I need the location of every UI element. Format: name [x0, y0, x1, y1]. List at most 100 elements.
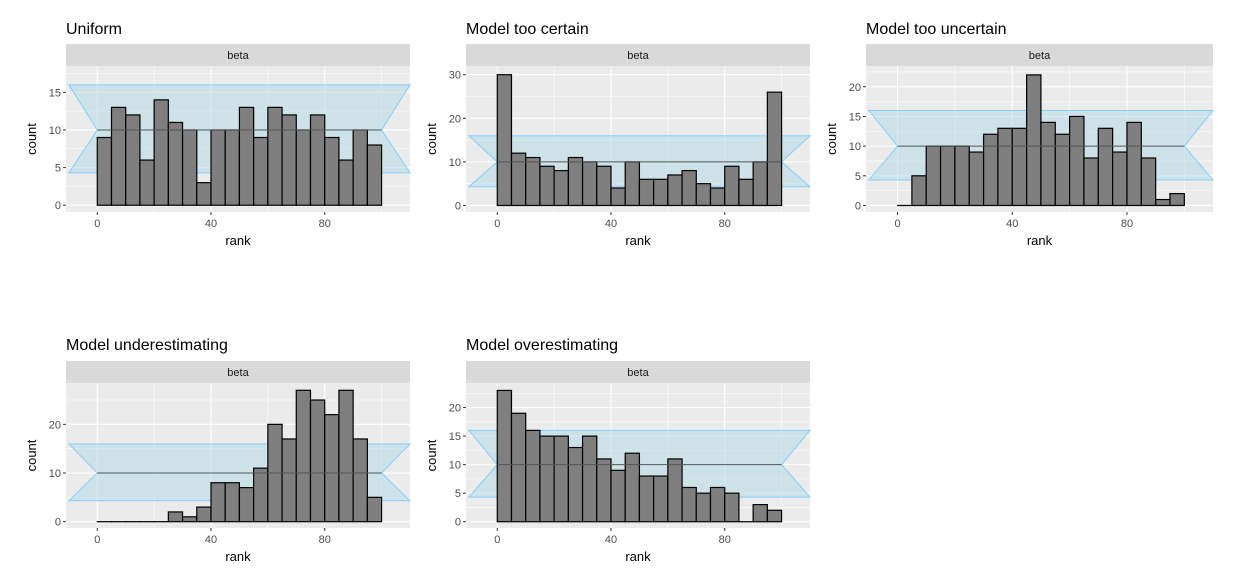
histogram-bar — [196, 506, 212, 523]
x-tick-label: 80 — [319, 218, 331, 230]
y-axis-title: count — [24, 439, 39, 471]
histogram-bar — [210, 482, 226, 523]
histogram-bar — [496, 74, 513, 207]
histogram-bar — [709, 187, 726, 207]
x-axis-title: rank — [225, 233, 251, 248]
histogram-bar — [510, 412, 527, 523]
histogram-bar — [911, 175, 927, 207]
histogram-bar — [525, 156, 541, 207]
y-axis-title: count — [424, 123, 439, 155]
panel-title: Model too uncertain — [866, 21, 1007, 38]
histogram-bar — [954, 145, 970, 207]
histogram-bar — [196, 182, 212, 206]
histogram-bar — [596, 458, 612, 523]
histogram-bar — [1011, 127, 1028, 207]
histogram-bar — [1083, 157, 1099, 207]
histogram-bar — [1155, 198, 1171, 207]
histogram-bar — [581, 161, 598, 207]
x-axis-title: rank — [1027, 233, 1053, 248]
histogram-bar — [338, 159, 354, 206]
histogram-bar — [752, 503, 768, 523]
histogram-panel-5: Model overestimating beta 0 5 10 15 20 0 40 80 ran… — [424, 337, 812, 564]
x-tick-label: 0 — [494, 534, 500, 546]
histogram-panel-2: Model too certain beta 0 10 20 30 0 40 80 rank cou… — [424, 21, 812, 248]
histogram-bar — [125, 114, 141, 206]
histogram-bar — [925, 145, 942, 207]
histogram-bar — [610, 187, 626, 207]
histogram-bar — [352, 438, 368, 523]
histogram-bar — [110, 106, 127, 206]
histogram-bar — [338, 389, 354, 523]
bars — [896, 74, 1185, 207]
histogram-bar — [968, 151, 985, 207]
histogram-bar — [181, 129, 198, 206]
facet-strip-label: beta — [1029, 50, 1051, 62]
bars — [96, 99, 383, 206]
histogram-bar — [539, 435, 555, 523]
histogram-bar — [766, 509, 783, 523]
y-tick-label: 10 — [849, 141, 861, 153]
x-tick-label: 0 — [494, 218, 500, 230]
histogram-bar — [766, 91, 783, 207]
histogram-bar — [352, 129, 368, 206]
histogram-bar — [596, 165, 612, 207]
x-tick-label: 80 — [319, 534, 331, 546]
histogram-bar — [681, 169, 697, 207]
x-tick-label: 80 — [719, 218, 731, 230]
histogram-bar — [139, 159, 155, 206]
histogram-bar — [281, 114, 297, 206]
histogram-bar — [997, 127, 1013, 207]
histogram-bar — [267, 106, 283, 206]
x-tick-label: 40 — [605, 218, 617, 230]
histogram-bar — [539, 165, 555, 207]
histogram-panel-4: Model underestimating beta 0 10 20 0 40 80 rank c… — [24, 337, 412, 564]
histogram-bar — [581, 435, 598, 523]
histogram-bar — [253, 467, 269, 523]
histogram-bar — [1097, 127, 1114, 207]
histogram-bar — [309, 399, 326, 523]
y-tick-label: 20 — [449, 403, 461, 415]
facet-strip — [466, 44, 810, 66]
x-tick-label: 0 — [94, 534, 100, 546]
facet-strip-label: beta — [627, 50, 649, 62]
histogram-bar — [1140, 157, 1157, 207]
x-axis-title: rank — [625, 233, 651, 248]
histogram-bar — [624, 161, 641, 207]
y-axis-title: count — [24, 123, 39, 155]
histogram-bar — [553, 435, 569, 523]
x-tick-label: 40 — [205, 218, 217, 230]
histogram-bar — [724, 492, 740, 523]
y-tick-label: 5 — [55, 163, 61, 175]
histogram-bar — [724, 165, 740, 207]
y-axis-title: count — [824, 123, 839, 155]
facet-strip — [66, 361, 410, 383]
histogram-bar — [525, 429, 541, 523]
histogram-bar — [366, 496, 383, 523]
y-tick-label: 0 — [855, 200, 861, 212]
panel-title: Model underestimating — [66, 337, 228, 354]
histogram-bar — [653, 475, 669, 523]
y-tick-label: 20 — [849, 82, 861, 94]
x-tick-label: 80 — [719, 534, 731, 546]
histogram-bar — [567, 156, 584, 207]
histogram-bar — [295, 129, 312, 206]
y-tick-label: 0 — [55, 517, 61, 529]
x-axis-title: rank — [225, 549, 251, 564]
panel-title: Model overestimating — [466, 337, 618, 354]
histogram-bar — [324, 414, 340, 523]
histogram-bar — [153, 99, 169, 206]
x-tick-label: 0 — [894, 218, 900, 230]
facet-strip-label: beta — [227, 367, 249, 379]
histogram-bar — [553, 169, 569, 207]
histogram-bar — [638, 475, 655, 523]
histogram-bar — [281, 438, 297, 523]
histogram-bar — [567, 446, 584, 523]
histogram-bar — [167, 121, 184, 206]
histogram-bar — [295, 389, 312, 523]
x-axis-title: rank — [625, 549, 651, 564]
y-tick-label: 15 — [49, 87, 61, 99]
histogram-panel-3: Model too uncertain beta 0 5 10 15 20 0 40 80 rank… — [824, 21, 1215, 248]
x-tick-label: 40 — [605, 534, 617, 546]
y-tick-label: 10 — [449, 460, 461, 472]
